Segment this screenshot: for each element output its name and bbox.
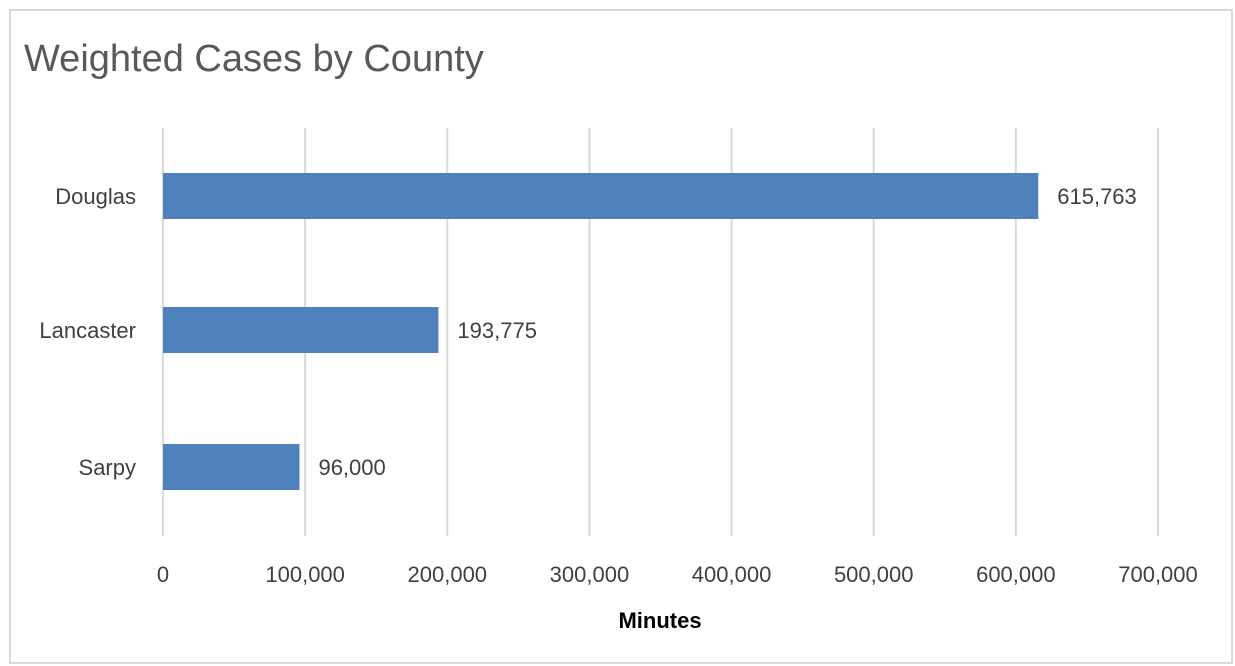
x-tick-label-5: 500,000 bbox=[834, 562, 914, 587]
data-label-lancaster: 193,775 bbox=[457, 318, 537, 343]
x-axis-title: Minutes bbox=[618, 608, 701, 633]
bar-sarpy bbox=[163, 444, 300, 490]
data-labels: 615,763 193,775 96,000 bbox=[318, 184, 1136, 480]
x-tick-label-4: 400,000 bbox=[692, 562, 772, 587]
x-tick-labels: 0 100,000 200,000 300,000 400,000 500,000 600,… bbox=[157, 562, 1198, 587]
x-tick-label-6: 600,000 bbox=[976, 562, 1056, 587]
x-tick-label-7: 700,000 bbox=[1118, 562, 1198, 587]
category-label-douglas: Douglas bbox=[55, 184, 136, 209]
data-label-sarpy: 96,000 bbox=[318, 455, 385, 480]
x-tick-label-3: 300,000 bbox=[550, 562, 630, 587]
category-label-sarpy: Sarpy bbox=[79, 455, 136, 480]
category-labels: Douglas Lancaster Sarpy bbox=[39, 184, 136, 480]
chart-title: Weighted Cases by County bbox=[24, 38, 484, 80]
x-tick-label-1: 100,000 bbox=[265, 562, 345, 587]
bars bbox=[163, 173, 1039, 490]
x-tick-label-0: 0 bbox=[157, 562, 169, 587]
category-label-lancaster: Lancaster bbox=[39, 318, 136, 343]
bar-lancaster bbox=[163, 307, 439, 353]
data-label-douglas: 615,763 bbox=[1057, 184, 1137, 209]
bar-douglas bbox=[163, 173, 1039, 219]
x-tick-label-2: 200,000 bbox=[408, 562, 488, 587]
